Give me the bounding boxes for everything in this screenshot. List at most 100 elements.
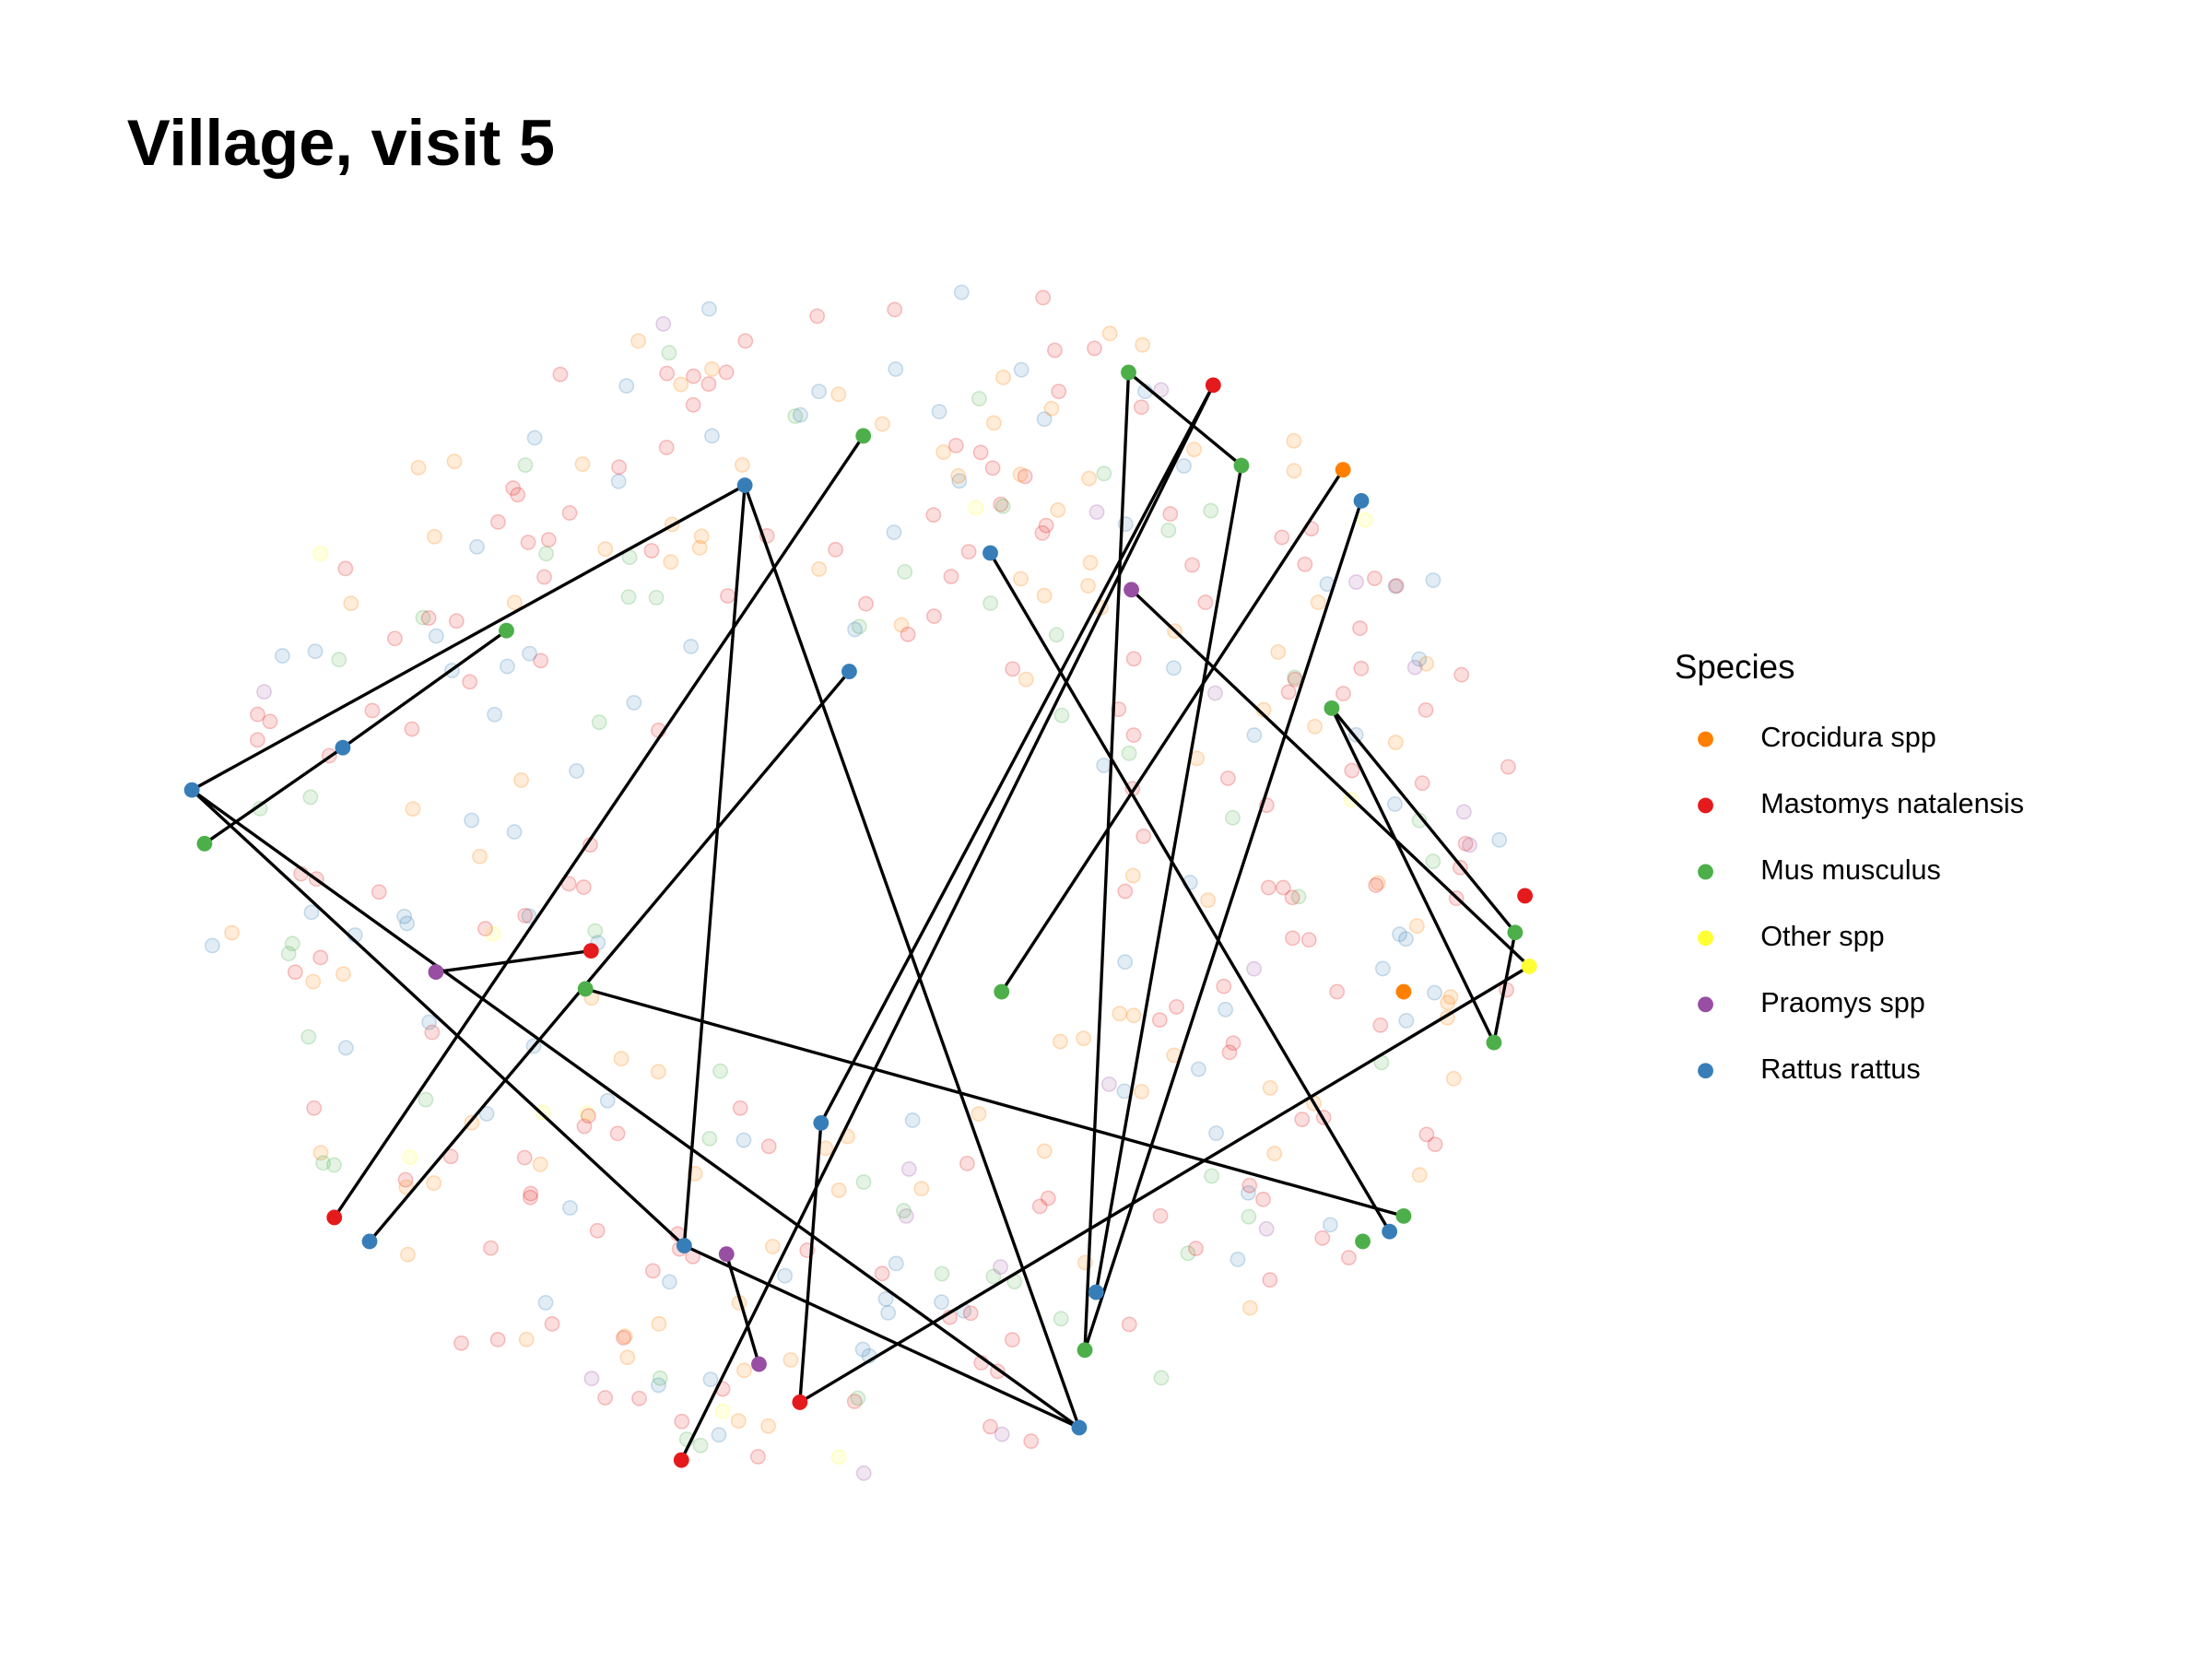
faded-node	[855, 1174, 872, 1190]
faded-node	[686, 368, 701, 384]
faded-node	[1160, 522, 1177, 538]
faded-node	[250, 706, 265, 723]
faded-node	[644, 1263, 661, 1279]
faded-node	[552, 366, 569, 382]
faded-node	[971, 391, 987, 406]
faded-node	[1442, 989, 1459, 1006]
faded-node	[830, 386, 847, 403]
faded-node	[490, 513, 506, 530]
faded-node	[658, 440, 675, 455]
faded-node	[828, 541, 843, 558]
faded-node	[1406, 659, 1423, 676]
faded-node	[487, 706, 503, 723]
legend-swatch	[1698, 1063, 1713, 1079]
node	[1353, 492, 1370, 509]
faded-node	[1133, 399, 1149, 416]
faded-node	[1387, 578, 1404, 594]
faded-node	[1425, 853, 1441, 870]
faded-node	[1218, 1001, 1234, 1018]
faded-node	[985, 1268, 1002, 1285]
faded-node	[652, 1370, 668, 1386]
node	[982, 545, 998, 561]
faded-node	[224, 924, 241, 941]
faded-node	[630, 333, 647, 349]
faded-node	[1121, 745, 1137, 761]
faded-node	[925, 608, 942, 624]
node	[1124, 582, 1139, 598]
faded-node	[453, 1335, 469, 1351]
title: Village, visit 5	[127, 106, 555, 179]
node	[1077, 1342, 1093, 1359]
node	[361, 1233, 378, 1250]
edge	[1094, 465, 1243, 1293]
faded-node	[984, 460, 1001, 477]
faded-node	[343, 595, 359, 612]
faded-node	[400, 1246, 416, 1263]
faded-node	[787, 408, 804, 424]
faded-node	[1200, 892, 1217, 909]
faded-node	[521, 908, 537, 924]
faded-node	[847, 621, 863, 638]
faded-node	[959, 1156, 975, 1171]
faded-node	[1013, 571, 1029, 587]
faded-node	[424, 1024, 441, 1041]
node	[1395, 1207, 1412, 1224]
faded-node	[609, 1125, 626, 1142]
faded-node	[1080, 578, 1096, 594]
node	[1121, 364, 1136, 381]
faded-node	[886, 524, 902, 540]
faded-node	[1397, 931, 1414, 947]
faded-node	[1088, 504, 1105, 521]
faded-node	[648, 589, 665, 606]
faded-node	[1076, 1030, 1092, 1047]
faded-node	[472, 848, 488, 865]
faded-node	[1344, 762, 1360, 779]
faded-node	[477, 921, 493, 937]
faded-node	[506, 824, 523, 841]
edge	[341, 629, 508, 749]
edge	[191, 788, 1080, 1430]
faded-node	[533, 653, 549, 669]
faded-node	[846, 1394, 863, 1409]
faded-node	[1221, 1044, 1238, 1061]
faded-node	[1005, 661, 1021, 677]
node	[841, 664, 857, 679]
faded-node	[782, 1352, 799, 1368]
legend-label: Rattus rattus	[1760, 1053, 1921, 1085]
faded-node	[1266, 1146, 1283, 1162]
faded-node	[1203, 502, 1219, 519]
node	[196, 835, 213, 852]
faded-node	[662, 1274, 677, 1290]
faded-node	[777, 1267, 794, 1284]
faded-node	[513, 772, 529, 788]
faded-node	[478, 1106, 495, 1122]
faded-node	[523, 1185, 539, 1202]
faded-node	[830, 1449, 847, 1465]
faded-node	[462, 674, 478, 690]
faded-node	[284, 935, 300, 952]
faded-node	[888, 1255, 904, 1272]
faded-node	[898, 1207, 914, 1224]
edge	[1000, 468, 1345, 993]
faded-node	[1197, 594, 1214, 610]
edge	[724, 1253, 761, 1365]
faded-node	[1388, 578, 1405, 594]
faded-node	[1392, 926, 1407, 943]
node	[326, 1209, 343, 1226]
faded-node	[913, 1181, 930, 1197]
faded-node	[1258, 1220, 1275, 1237]
faded-node	[1017, 468, 1033, 485]
faded-node	[1117, 883, 1134, 900]
edge	[203, 746, 344, 845]
faded-node	[1255, 1191, 1271, 1207]
faded-node	[337, 560, 354, 577]
node	[1517, 888, 1534, 904]
faded-node	[597, 541, 614, 558]
faded-node	[1246, 727, 1263, 744]
faded-node	[693, 528, 710, 545]
faded-node	[925, 507, 942, 524]
faded-node	[1418, 1126, 1435, 1143]
faded-node	[526, 429, 543, 446]
